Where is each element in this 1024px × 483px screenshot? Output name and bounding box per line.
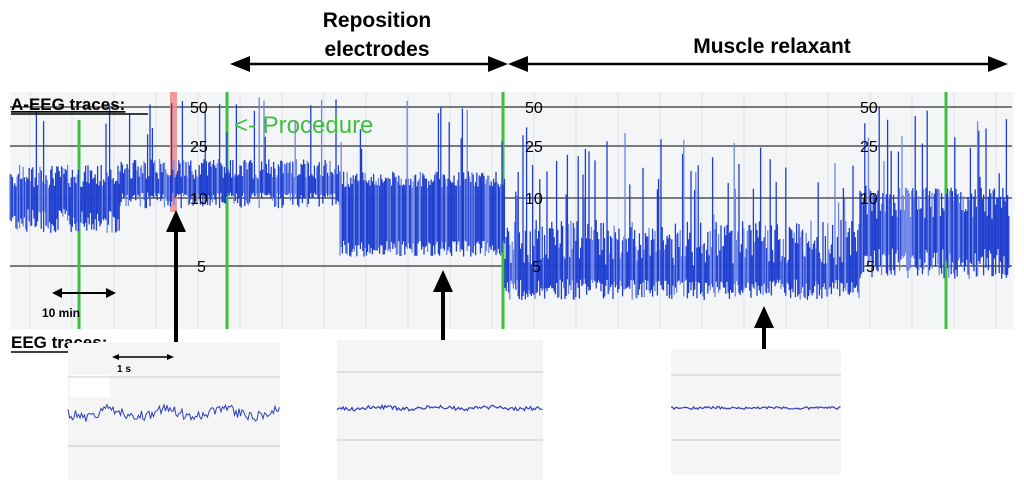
ten-min-label: 10 min (42, 306, 80, 320)
ten-min-scale-bar (52, 288, 116, 298)
aeeg-traces-label: A-EEG traces: (11, 95, 125, 114)
y-tick-labels-1: 50 25 10 5 (190, 100, 208, 276)
tick-label-5: 5 (197, 259, 206, 276)
tick-label-5: 5 (866, 259, 875, 276)
tick-label-25: 25 (860, 139, 878, 156)
aeeg-traces (9, 97, 1010, 301)
procedure-label: <- Procedure (234, 112, 373, 139)
eeg-panel-1 (67, 343, 280, 480)
tick-label-5: 5 (532, 259, 541, 276)
tick-label-50: 50 (525, 100, 543, 117)
tick-label-50: 50 (860, 100, 878, 117)
eeg-panel-3 (671, 349, 841, 475)
eeg-time-label: 1 s (117, 364, 131, 375)
tick-label-10: 10 (860, 191, 878, 208)
eeg-arrow-3 (754, 306, 774, 352)
eeg-panel-2 (336, 340, 543, 480)
tick-label-10: 10 (525, 191, 543, 208)
y-tick-labels-3: 50 25 10 5 (860, 100, 878, 276)
reposition-label-line2: electrodes (324, 38, 429, 61)
tick-label-10: 10 (190, 191, 208, 208)
y-tick-labels-2: 50 25 10 5 (525, 100, 543, 276)
tick-label-25: 25 (190, 139, 208, 156)
reposition-arrow (230, 56, 508, 72)
red-marker (170, 92, 177, 212)
muscle-relaxant-label: Muscle relaxant (693, 35, 851, 58)
eeg-time-scale-bar (112, 354, 174, 360)
tick-label-25: 25 (525, 139, 543, 156)
muscle-relaxant-arrow (508, 56, 1008, 72)
tick-label-50: 50 (190, 100, 208, 117)
reposition-label-line1: Reposition (323, 9, 432, 32)
eeg-arrow-1 (166, 210, 186, 342)
eeg-arrow-2 (433, 270, 453, 342)
